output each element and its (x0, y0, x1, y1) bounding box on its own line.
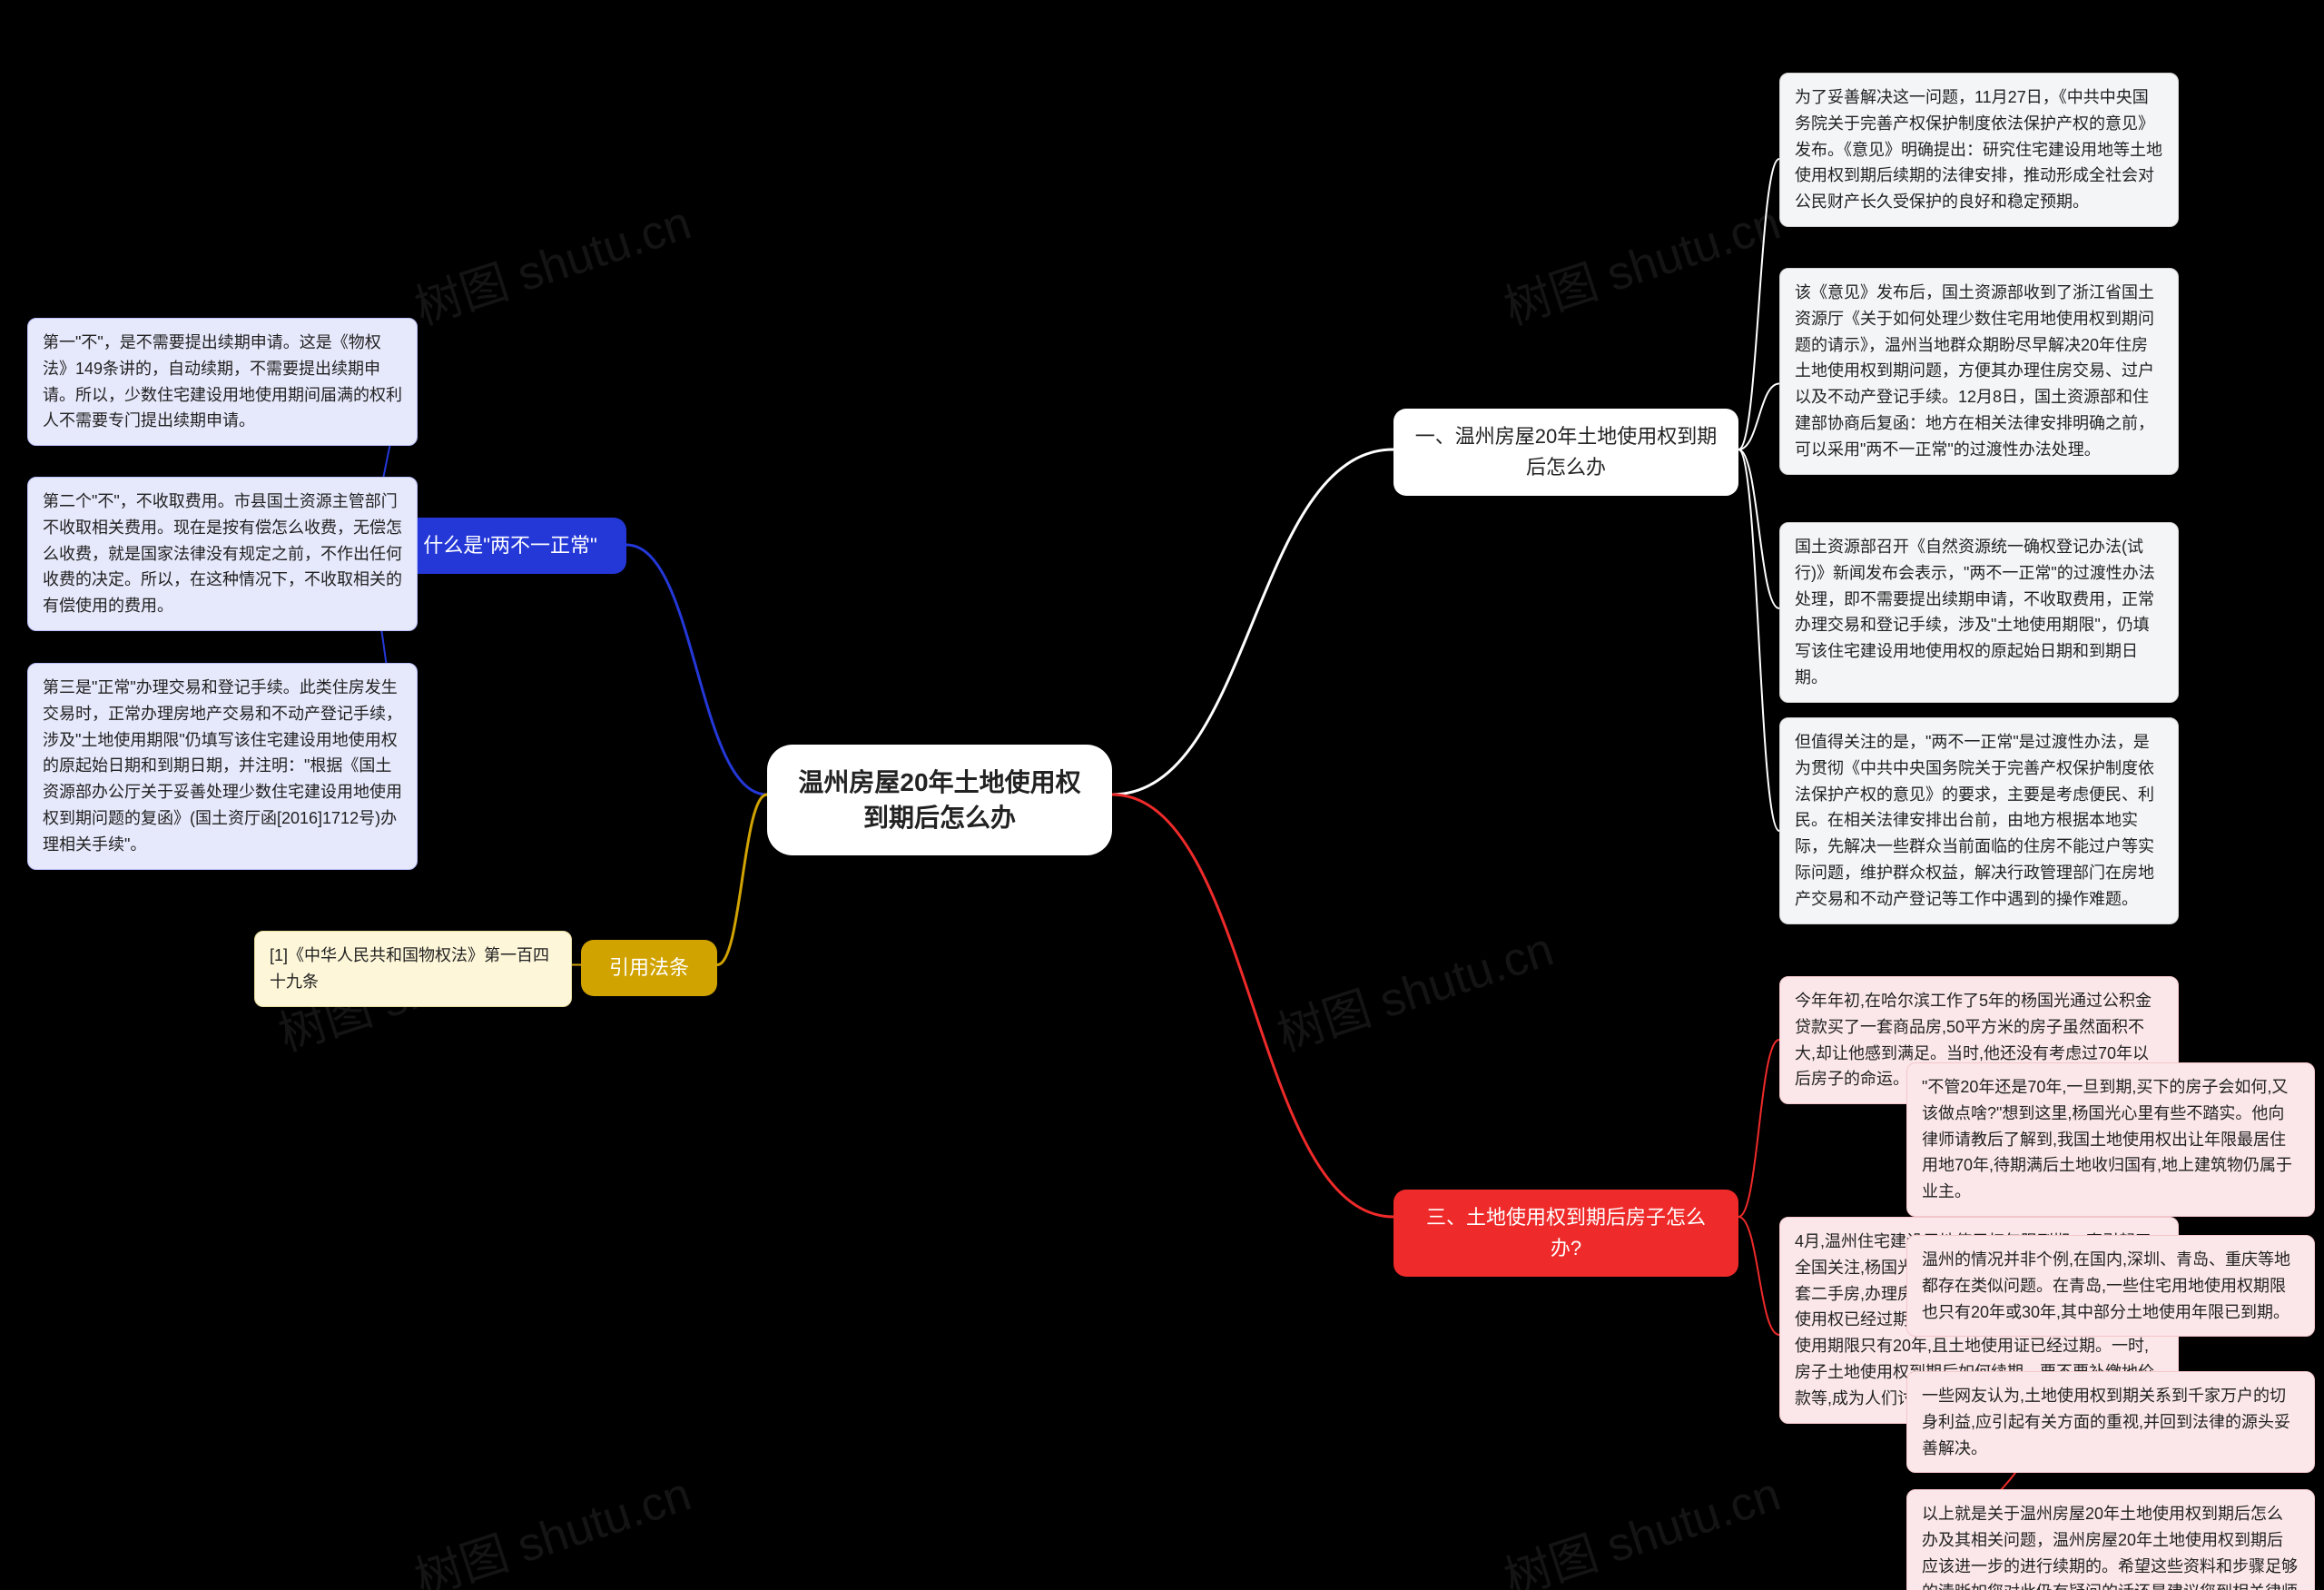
branch-b1[interactable]: 一、温州房屋20年土地使用权到期 后怎么办 (1393, 409, 1738, 496)
leaf-b3l2s4[interactable]: 以上就是关于温州房屋20年土地使用权到期后怎么办及其相关问题，温州房屋20年土地… (1906, 1489, 2315, 1590)
leaf-b1l3[interactable]: 国土资源部召开《自然资源统一确权登记办法(试行)》新闻发布会表示，"两不一正常"… (1779, 522, 2179, 703)
edge (1738, 1040, 1779, 1217)
leaf-b3l2s2[interactable]: 温州的情况并非个例,在国内,深圳、青岛、重庆等地都存在类似问题。在青岛,一些住宅… (1906, 1235, 2315, 1337)
watermark: 树图 shutu.cn (405, 184, 698, 338)
edge (1738, 449, 1779, 608)
watermark: 树图 shutu.cn (1267, 911, 1561, 1064)
edge (1112, 449, 1393, 795)
edge (1738, 384, 1779, 450)
leaf-b1l2[interactable]: 该《意见》发布后，国土资源部收到了浙江省国土资源厅《关于如何处理少数住宅用地使用… (1779, 268, 2179, 475)
leaf-b2l1[interactable]: 第一"不"，是不需要提出续期申请。这是《物权法》149条讲的，自动续期，不需要提… (27, 318, 418, 446)
branch-b3[interactable]: 三、土地使用权到期后房子怎么办? (1393, 1190, 1738, 1277)
leaf-b4l1[interactable]: [1]《中华人民共和国物权法》第一百四十九条 (254, 931, 572, 1007)
leaf-b4l1-text: [1]《中华人民共和国物权法》第一百四十九条 (270, 946, 549, 991)
leaf-b3l2s1-text: "不管20年还是70年,一旦到期,买下的房子会如何,又该做点啥?"想到这里,杨国… (1922, 1078, 2292, 1200)
leaf-b1l3-text: 国土资源部召开《自然资源统一确权登记办法(试行)》新闻发布会表示，"两不一正常"… (1795, 538, 2155, 686)
edge (1738, 1217, 1779, 1335)
leaf-b2l1-text: 第一"不"，是不需要提出续期申请。这是《物权法》149条讲的，自动续期，不需要提… (43, 333, 402, 430)
branch-b4-text: 引用法条 (609, 956, 689, 979)
leaf-b3l2s1[interactable]: "不管20年还是70年,一旦到期,买下的房子会如何,又该做点啥?"想到这里,杨国… (1906, 1062, 2315, 1217)
leaf-b1l4[interactable]: 但值得关注的是，"两不一正常"是过渡性办法，是为贯彻《中共中央国务院关于完善产权… (1779, 717, 2179, 924)
leaf-b1l1[interactable]: 为了妥善解决这一问题，11月27日，《中共中央国务院关于完善产权保护制度依法保护… (1779, 73, 2179, 227)
leaf-b3l2s3-text: 一些网友认为,土地使用权到期关系到千家万户的切身利益,应引起有关方面的重视,并回… (1922, 1387, 2290, 1457)
leaf-b2l2[interactable]: 第二个"不"，不收取费用。市县国土资源主管部门不收取相关费用。现在是按有偿怎么收… (27, 477, 418, 631)
leaf-b1l2-text: 该《意见》发布后，国土资源部收到了浙江省国土资源厅《关于如何处理少数住宅用地使用… (1795, 283, 2154, 459)
edge (1738, 449, 1779, 831)
leaf-b2l3[interactable]: 第三是"正常"办理交易和登记手续。此类住房发生交易时，正常办理房地产交易和不动产… (27, 663, 418, 870)
branch-b4[interactable]: 引用法条 (581, 940, 717, 996)
branch-b1-text: 一、温州房屋20年土地使用权到期 后怎么办 (1415, 425, 1717, 479)
edge (1738, 159, 1779, 449)
leaf-b3l2s3[interactable]: 一些网友认为,土地使用权到期关系到千家万户的切身利益,应引起有关方面的重视,并回… (1906, 1371, 2315, 1473)
watermark: 树图 shutu.cn (1494, 184, 1787, 338)
edge (717, 795, 767, 965)
edge (1112, 795, 1393, 1217)
leaf-b1l4-text: 但值得关注的是，"两不一正常"是过渡性办法，是为贯彻《中共中央国务院关于完善产权… (1795, 733, 2154, 908)
branch-b3-text: 三、土地使用权到期后房子怎么办? (1426, 1206, 1706, 1259)
root-node[interactable]: 温州房屋20年土地使用权 到期后怎么办 (767, 745, 1112, 855)
leaf-b2l2-text: 第二个"不"，不收取费用。市县国土资源主管部门不收取相关费用。现在是按有偿怎么收… (43, 492, 402, 615)
leaf-b3l2s2-text: 温州的情况并非个例,在国内,深圳、青岛、重庆等地都存在类似问题。在青岛,一些住宅… (1922, 1250, 2290, 1321)
watermark: 树图 shutu.cn (405, 1456, 698, 1590)
root-node-text: 温州房屋20年土地使用权 到期后怎么办 (798, 768, 1080, 832)
edge (626, 545, 767, 795)
leaf-b3l2s4-text: 以上就是关于温州房屋20年土地使用权到期后怎么办及其相关问题，温州房屋20年土地… (1922, 1505, 2298, 1590)
watermark: 树图 shutu.cn (1494, 1456, 1787, 1590)
leaf-b1l1-text: 为了妥善解决这一问题，11月27日，《中共中央国务院关于完善产权保护制度依法保护… (1795, 88, 2162, 211)
mindmap-canvas: 温州房屋20年土地使用权 到期后怎么办树图 shutu.cn树图 shutu.c… (0, 0, 2324, 1590)
leaf-b2l3-text: 第三是"正常"办理交易和登记手续。此类住房发生交易时，正常办理房地产交易和不动产… (43, 678, 402, 854)
